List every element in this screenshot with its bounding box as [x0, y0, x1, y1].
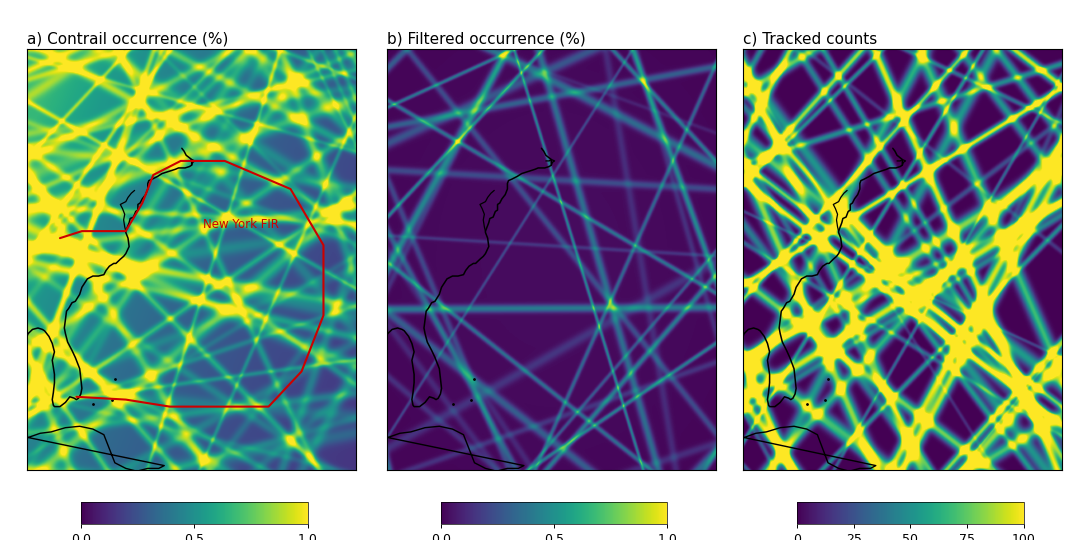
Text: New York FIR: New York FIR [203, 218, 279, 231]
Text: a) Contrail occurrence (%): a) Contrail occurrence (%) [27, 31, 228, 46]
Text: b) Filtered occurrence (%): b) Filtered occurrence (%) [387, 31, 585, 46]
Text: c) Tracked counts: c) Tracked counts [743, 31, 877, 46]
